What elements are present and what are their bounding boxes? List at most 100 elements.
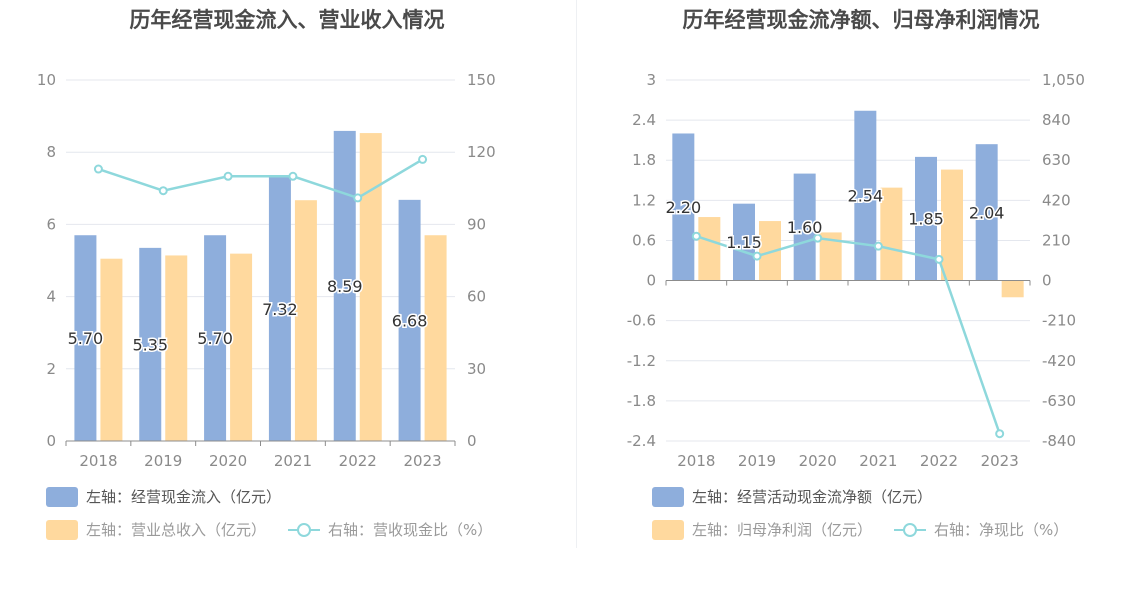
bar-data-label: 1.15 bbox=[726, 233, 762, 252]
legend-swatch bbox=[46, 519, 78, 540]
legend-row-1: 左轴：经营活动现金流净额（亿元） bbox=[652, 486, 954, 507]
bar-primary bbox=[333, 130, 356, 441]
y-left-tick-label: -2.4 bbox=[627, 432, 656, 450]
legend-swatch bbox=[46, 486, 78, 507]
x-tick-label: 2019 bbox=[738, 452, 776, 470]
y-left-tick-label: 1.8 bbox=[632, 151, 656, 169]
bar-primary bbox=[915, 156, 937, 281]
bar-secondary bbox=[880, 187, 903, 281]
bar-primary bbox=[975, 144, 998, 281]
line-point bbox=[93, 164, 103, 174]
legend-line-swatch bbox=[288, 520, 321, 540]
legend-label: 右轴：净现比（%） bbox=[934, 521, 1069, 539]
x-tick-label: 2018 bbox=[677, 452, 715, 470]
legend-row-2: 左轴：营业总收入（亿元） 右轴：营收现金比（%） bbox=[46, 519, 514, 540]
bar-primary bbox=[268, 176, 291, 442]
legend-item-bar-primary[interactable]: 左轴：经营活动现金流净额（亿元） bbox=[652, 486, 932, 507]
line-point bbox=[418, 154, 428, 164]
bar-data-label: 6.68 bbox=[392, 311, 428, 330]
line-series bbox=[695, 235, 1001, 435]
bar-secondary bbox=[424, 235, 447, 441]
line-point bbox=[223, 171, 233, 181]
panel-divider bbox=[576, 0, 577, 548]
legend-swatch bbox=[652, 519, 684, 540]
bar-secondary bbox=[759, 221, 781, 281]
line-point bbox=[288, 171, 298, 181]
chart-title: 历年经营现金流入、营业收入情况 bbox=[129, 8, 445, 32]
x-tick-label: 2020 bbox=[209, 452, 247, 470]
y-right-tick-label: -420 bbox=[1042, 352, 1076, 370]
legend-item-line[interactable]: 右轴：净现比（%） bbox=[894, 519, 1068, 540]
y-right-tick-label: 630 bbox=[1042, 151, 1071, 169]
y-left-tick-label: 4 bbox=[46, 288, 56, 306]
bar-secondary bbox=[698, 217, 721, 281]
x-tick-label: 2023 bbox=[403, 452, 441, 470]
y-left-tick-label: -1.8 bbox=[627, 392, 656, 410]
y-left-tick-label: 2.4 bbox=[632, 111, 656, 129]
chart-canvas: -2.4 -1.8 -1.2 -0.6 0 0.6 1.2 1.8 2.4 3 -840 -630 -4… bbox=[627, 71, 1085, 470]
x-tick-label: 2022 bbox=[339, 452, 377, 470]
bar-secondary bbox=[1001, 280, 1024, 298]
x-tick-label: 2021 bbox=[274, 452, 312, 470]
y-left-tick-label: 8 bbox=[46, 143, 56, 161]
bar-data-label: 2.20 bbox=[666, 198, 702, 217]
line-point bbox=[752, 251, 762, 261]
line-point bbox=[873, 241, 883, 251]
y-right-tick-label: 420 bbox=[1042, 191, 1071, 209]
line-point bbox=[813, 233, 823, 243]
bar-data-label: 5.35 bbox=[132, 335, 168, 354]
bar-primary bbox=[204, 235, 227, 441]
bar-secondary bbox=[230, 253, 253, 441]
line-point bbox=[691, 231, 701, 241]
legend-label: 左轴：营业总收入（亿元） bbox=[86, 521, 267, 539]
line-point bbox=[158, 186, 168, 196]
y-right-tick-label: 150 bbox=[467, 71, 496, 89]
legend-label: 左轴：归母净利润（亿元） bbox=[692, 521, 873, 539]
chart-canvas: 0 2 4 6 8 10 0 30 60 90 120 150 2018 2019 2020 2021 2022… bbox=[37, 71, 496, 470]
y-right-tick-label: 90 bbox=[467, 215, 486, 233]
legend-item-bar-primary[interactable]: 左轴：经营现金流入（亿元） bbox=[46, 486, 281, 507]
x-tick-label: 2022 bbox=[920, 452, 958, 470]
y-left-tick-label: -0.6 bbox=[627, 312, 656, 330]
y-left-tick-label: 1.2 bbox=[632, 191, 656, 209]
y-left-tick-label: 0 bbox=[646, 272, 656, 290]
bar-primary bbox=[672, 133, 695, 281]
legend-item-bar-secondary[interactable]: 左轴：营业总收入（亿元） bbox=[46, 519, 266, 540]
y-left-tick-label: 2 bbox=[46, 360, 56, 378]
chart-title: 历年经营现金流净额、归母净利润情况 bbox=[682, 8, 1040, 32]
y-right-tick-label: -210 bbox=[1042, 312, 1076, 330]
bar-data-label: 2.54 bbox=[848, 187, 884, 206]
y-right-tick-label: 60 bbox=[467, 288, 486, 306]
bar-secondary bbox=[819, 232, 842, 281]
y-right-tick-label: 1,050 bbox=[1042, 71, 1085, 89]
legend-item-bar-secondary[interactable]: 左轴：归母净利润（亿元） bbox=[652, 519, 872, 540]
y-right-tick-label: 30 bbox=[467, 360, 486, 378]
bar-primary bbox=[398, 199, 421, 441]
line-point bbox=[934, 254, 944, 264]
x-tick-label: 2021 bbox=[859, 452, 897, 470]
bar-data-label: 2.04 bbox=[969, 203, 1005, 222]
y-left-tick-label: 0.6 bbox=[632, 231, 656, 249]
legend-item-line[interactable]: 右轴：营收现金比（%） bbox=[288, 519, 492, 540]
x-tick-label: 2018 bbox=[79, 452, 117, 470]
bar-data-label: 1.85 bbox=[908, 210, 944, 229]
line-series bbox=[98, 158, 424, 200]
bar-secondary bbox=[359, 133, 382, 441]
legend-row-1: 左轴：经营现金流入（亿元） bbox=[46, 486, 303, 507]
bar-data-label: 5.70 bbox=[68, 329, 104, 348]
y-right-tick-label: -840 bbox=[1042, 432, 1076, 450]
line-point bbox=[353, 193, 363, 203]
x-tick-label: 2019 bbox=[144, 452, 182, 470]
legend-label: 右轴：营收现金比（%） bbox=[328, 521, 493, 539]
legend-row-2: 左轴：归母净利润（亿元） 右轴：净现比（%） bbox=[652, 519, 1090, 540]
y-right-tick-label: 0 bbox=[467, 432, 477, 450]
y-right-tick-label: 0 bbox=[1042, 272, 1052, 290]
line-point bbox=[995, 429, 1005, 439]
chart-panel-left: 历年经营现金流入、营业收入情况 0 2 4 6 8 10 0 30 60 90 120 150 2018… bbox=[37, 8, 514, 540]
x-tick-label: 2020 bbox=[799, 452, 837, 470]
bar-data-label: 5.70 bbox=[197, 329, 233, 348]
y-right-tick-label: -630 bbox=[1042, 392, 1076, 410]
bar-secondary bbox=[100, 258, 123, 441]
bar-primary bbox=[74, 235, 97, 441]
y-left-tick-label: 0 bbox=[46, 432, 56, 450]
